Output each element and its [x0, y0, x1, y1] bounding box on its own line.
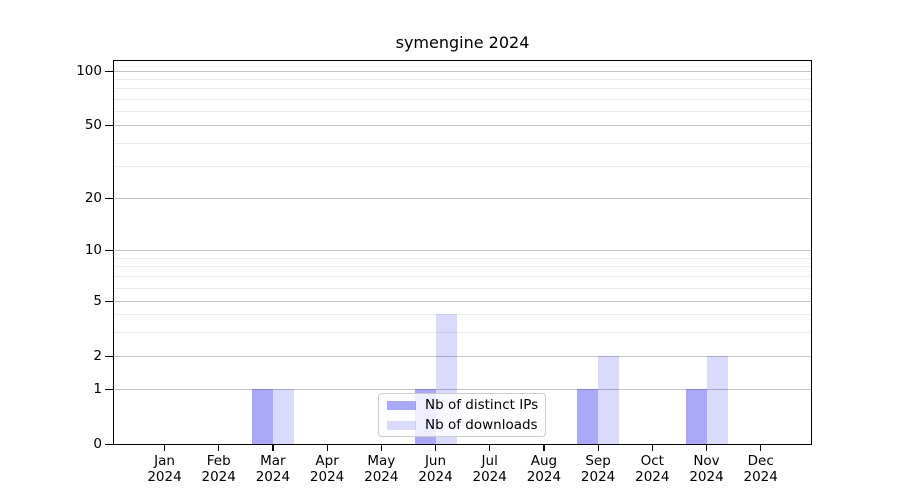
y-tick-label-2: 2 — [56, 348, 102, 364]
gridline-minor-70 — [114, 99, 811, 100]
legend-label-distinct-ips: Nb of distinct IPs — [425, 397, 538, 414]
x-tick-dec-2024 — [760, 444, 761, 451]
bar--distinct-ips-nov-2024 — [686, 389, 707, 444]
gridline-minor-40 — [114, 143, 811, 144]
y-tick-50 — [105, 125, 113, 126]
x-tick-mar-2024 — [272, 444, 273, 451]
x-tick-sep-2024 — [598, 444, 599, 451]
x-tick-feb-2024 — [218, 444, 219, 451]
y-tick-label-100: 100 — [56, 63, 102, 79]
gridline-minor-80 — [114, 88, 811, 89]
x-tick-may-2024 — [381, 444, 382, 451]
x-tick-aug-2024 — [543, 444, 544, 451]
legend-item-distinct-ips: Nb of distinct IPs — [387, 397, 537, 414]
gridline-minor-4 — [114, 314, 811, 315]
bar--distinct-ips-sep-2024 — [577, 389, 598, 444]
x-tick-jun-2024 — [435, 444, 436, 451]
gridline-minor-6 — [114, 288, 811, 289]
x-tick-jan-2024 — [164, 444, 165, 451]
x-tick-label-dec-2024: Dec2024 — [726, 453, 796, 485]
y-tick-0 — [105, 444, 113, 445]
gridline-major-100 — [114, 71, 811, 72]
bar--downloads-sep-2024 — [598, 356, 619, 444]
gridline-major-20 — [114, 198, 811, 199]
gridline-minor-3 — [114, 332, 811, 333]
y-tick-20 — [105, 198, 113, 199]
y-tick-100 — [105, 71, 113, 72]
legend: Nb of distinct IPs Nb of downloads — [378, 393, 546, 437]
y-tick-label-50: 50 — [56, 117, 102, 133]
gridline-minor-60 — [114, 111, 811, 112]
bar--downloads-nov-2024 — [707, 356, 728, 444]
gridline-minor-8 — [114, 266, 811, 267]
bar--distinct-ips-mar-2024 — [252, 389, 273, 444]
bar--downloads-mar-2024 — [273, 389, 294, 444]
gridline-minor-7 — [114, 276, 811, 277]
gridline-minor-30 — [114, 166, 811, 167]
y-tick-label-5: 5 — [56, 293, 102, 309]
y-tick-2 — [105, 356, 113, 357]
y-tick-label-1: 1 — [56, 381, 102, 397]
figure: symengine 2024 0125102050100Jan2024Feb20… — [0, 0, 900, 500]
x-tick-oct-2024 — [652, 444, 653, 451]
x-tick-jul-2024 — [489, 444, 490, 451]
gridline-major-50 — [114, 125, 811, 126]
x-tick-apr-2024 — [327, 444, 328, 451]
x-tick-nov-2024 — [706, 444, 707, 451]
gridline-minor-9 — [114, 258, 811, 259]
legend-item-downloads: Nb of downloads — [387, 417, 537, 434]
y-tick-label-20: 20 — [56, 190, 102, 206]
legend-swatch-downloads — [387, 421, 416, 430]
chart-title: symengine 2024 — [114, 33, 811, 53]
gridline-major-5 — [114, 301, 811, 302]
y-tick-label-10: 10 — [56, 242, 102, 258]
y-tick-5 — [105, 301, 113, 302]
y-tick-1 — [105, 389, 113, 390]
y-tick-10 — [105, 250, 113, 251]
y-tick-label-0: 0 — [56, 436, 102, 452]
legend-label-downloads: Nb of downloads — [425, 417, 538, 434]
gridline-minor-90 — [114, 79, 811, 80]
gridline-major-10 — [114, 250, 811, 251]
legend-swatch-distinct-ips — [387, 401, 416, 410]
